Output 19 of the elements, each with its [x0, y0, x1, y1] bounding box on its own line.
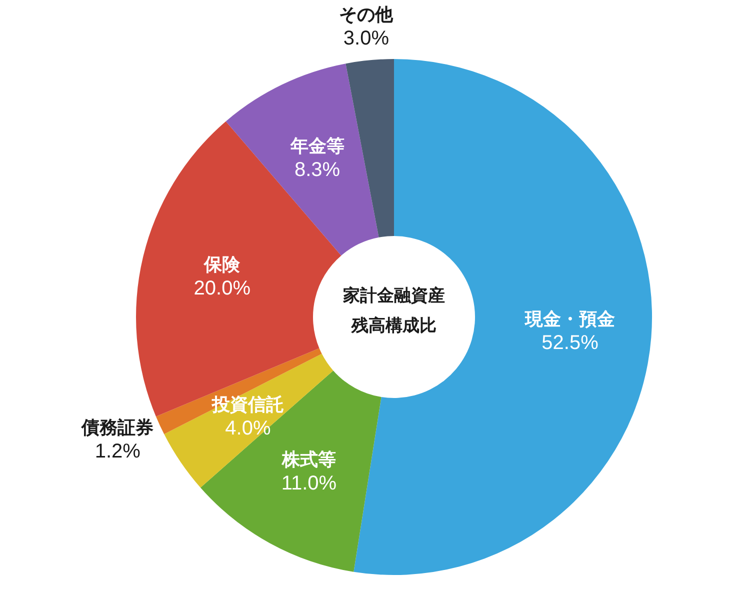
slice-label: 年金等	[289, 136, 344, 156]
text: 家計金融資産残高構成比	[342, 285, 446, 337]
data-label: 52.5%	[542, 332, 599, 354]
slice-label: 株式等	[280, 450, 336, 470]
data-label: 4.0%	[225, 417, 271, 440]
donut-slice	[226, 64, 379, 256]
slice-label: 債務証券	[80, 418, 154, 438]
data-label: 1.2%	[94, 440, 141, 463]
donut-slice	[156, 348, 322, 434]
slice-label: 投資信託	[210, 394, 284, 414]
slice-label: 保険	[203, 254, 242, 274]
donut-slice	[346, 59, 394, 238]
data-label: 3.0%	[343, 27, 390, 50]
data-label: 20.0%	[194, 277, 251, 300]
slice-label: 現金・預金	[524, 308, 616, 329]
slice-label: その他	[339, 4, 394, 24]
data-label: 8.3%	[294, 158, 340, 181]
data-label: 11.0%	[281, 472, 337, 495]
donut-slice	[200, 370, 382, 572]
